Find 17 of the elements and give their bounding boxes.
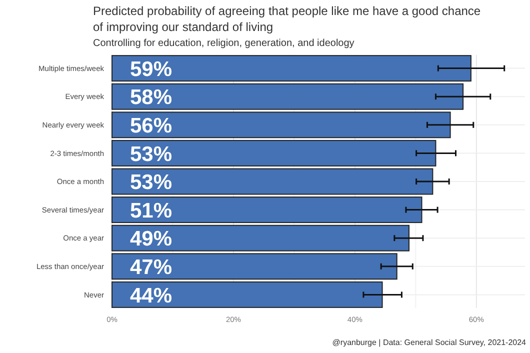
chart-title: Predicted probability of agreeing that people like me have a good chance of improving our standard of living	[93, 4, 481, 34]
bar	[112, 281, 383, 308]
data-label: 53%	[130, 171, 172, 194]
chart-subtitle: Controlling for education, religion, generation, and ideology	[93, 38, 354, 49]
data-label: 59%	[130, 58, 172, 81]
data-label: 53%	[130, 142, 172, 166]
text: @ryanburge | Data: General Social Survey, 2021-2024	[332, 338, 527, 347]
bar	[112, 140, 436, 166]
data-label: 51%	[130, 199, 172, 222]
data-label: 49%	[130, 228, 172, 251]
bar	[112, 196, 422, 224]
data-label: 44%	[130, 284, 172, 308]
bar	[112, 168, 434, 195]
data-label: 47%	[130, 256, 172, 279]
bar	[112, 55, 472, 82]
data-label: 58%	[130, 86, 172, 110]
data-label: 56%	[130, 114, 172, 138]
